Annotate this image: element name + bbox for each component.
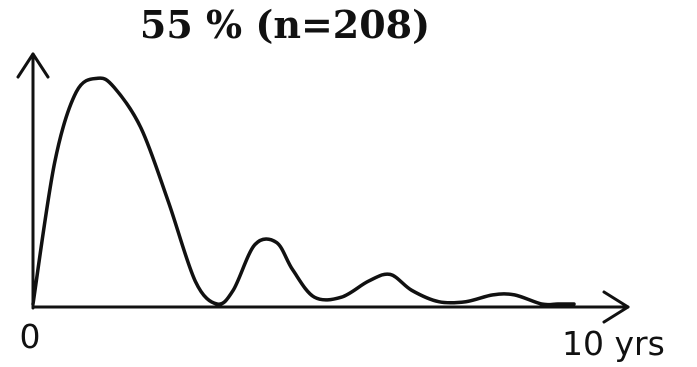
x-axis-arrow (602, 290, 630, 324)
chart-title: 55 % (n=208) (140, 2, 430, 47)
y-axis-arrow (16, 52, 50, 79)
series-line-curve (31, 76, 576, 307)
x-tick-label-10-yrs: 10 yrs (562, 324, 665, 363)
x-tick-label-0: 0 (20, 317, 41, 356)
